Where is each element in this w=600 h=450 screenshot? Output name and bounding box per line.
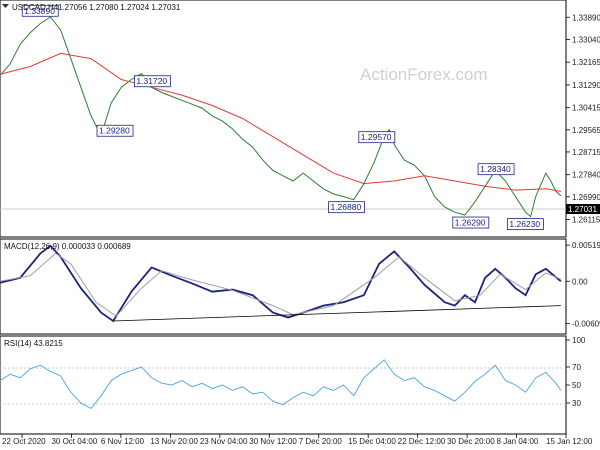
x-tick-label: 30 Oct 04:00 [51,437,97,446]
rsi-series [0,359,562,409]
macd-series-line-0 [0,244,562,323]
annotation-label: 1.33890 [24,6,55,16]
annotation-box [506,218,544,231]
price-header-ohlc: 1.27056 1.27080 1.27024 1.27031 [58,3,181,12]
annotation-label: 1.29570 [361,132,392,142]
annotation-box [358,131,396,144]
rsi-y-ticks: 100 70 50 30 [566,336,586,408]
x-tick-label: 15 Dec 04:00 [348,437,396,446]
rsi-panel: 100 70 50 30 RSI(14) 43.8215 [0,335,586,435]
macd-y-tick-label: 0.005195 [572,241,600,250]
price-y-ticks: 1.33890 1.33040 1.32165 1.31290 1.30415 1.295… [566,13,600,225]
macd-header: MACD(12,26,9) 0.000033 0.000689 [4,242,131,251]
macd-panel-frame [0,238,567,335]
price-panel: 1.33890 1.33040 1.32165 1.31290 1.30415 1.295… [0,0,600,238]
price-panel-frame [0,0,567,238]
rsi-series-line-0 [0,359,562,409]
macd-series-line-1 [0,252,562,317]
current-price-label: 1.27031 [568,205,597,214]
rsi-header: RSI(14) 43.8215 [4,339,63,348]
x-tick-label: 15 Jan 12:00 [546,437,593,446]
macd-panel: 0.005195 0.00 -0.006093 MACD(12,26,9) 0.00… [0,238,600,335]
x-tick-label: 22 Dec 12:00 [398,437,446,446]
current-price-tag [566,204,600,214]
rsi-y-tick-label: 100 [572,336,586,345]
price-header-symbol: USDCAD,H4 [12,3,59,12]
annotation-label: 1.26880 [330,202,361,212]
price-y-tick-label: 1.31290 [572,81,600,90]
watermark: ActionForex.com [360,65,488,84]
macd-series [0,244,562,323]
annotation-label: 1.26230 [509,219,540,229]
rsi-panel-frame [0,335,567,435]
price-y-tick-label: 1.26115 [572,216,600,225]
price-y-tick-label: 1.27840 [572,171,600,180]
x-tick-label: 23 Nov 04:00 [200,437,248,446]
macd-y-ticks: 0.005195 0.00 -0.006093 [566,241,600,329]
price-y-tick-label: 1.30415 [572,104,600,113]
price-y-tick-label: 1.28715 [572,148,600,157]
x-tick-label: 30 Nov 12:00 [249,437,297,446]
annotation-box [477,163,515,176]
dropdown-arrow-icon[interactable] [2,4,9,8]
rsi-y-tick-label: 50 [572,381,581,390]
macd-series-line-2 [113,305,561,322]
price-y-tick-label: 1.33040 [572,35,600,44]
price-y-tick-label: 1.32165 [572,58,600,67]
x-tick-label: 6 Nov 12:00 [101,437,145,446]
x-tick-label: 30 Dec 20:00 [447,437,495,446]
macd-y-tick-label: 0.00 [572,277,588,286]
x-tick-label: 7 Dec 20:00 [299,437,343,446]
x-axis: 22 Oct 2020 30 Oct 04:00 6 Nov 12:00 13 Nov… [2,434,593,446]
rsi-y-tick-label: 70 [572,363,581,372]
macd-y-tick-label: -0.006093 [572,320,600,329]
price-annotations: 1.33890 1.31720 1.29280 1.29570 1.26880 1.283… [21,4,544,231]
annotation-box [328,201,365,214]
price-series-line-1 [0,52,561,192]
annotation-box [134,75,171,88]
annotation-box [452,216,490,229]
price-y-tick-label: 1.26990 [572,193,600,202]
price-y-tick-label: 1.33890 [572,13,600,22]
rsi-y-tick-label: 30 [572,399,581,408]
price-y-tick-label: 1.29565 [572,126,600,135]
x-tick-label: 22 Oct 2020 [2,437,46,446]
annotation-box [96,124,134,137]
x-tick-label: 13 Nov 20:00 [150,437,198,446]
annotation-label: 1.28340 [480,164,511,174]
annotation-label: 1.29280 [99,126,130,136]
annotation-label: 1.26290 [455,218,486,228]
x-tick-label: 8 Jan 04:00 [497,437,539,446]
annotation-label: 1.31720 [136,76,167,86]
annotation-box [21,4,59,17]
